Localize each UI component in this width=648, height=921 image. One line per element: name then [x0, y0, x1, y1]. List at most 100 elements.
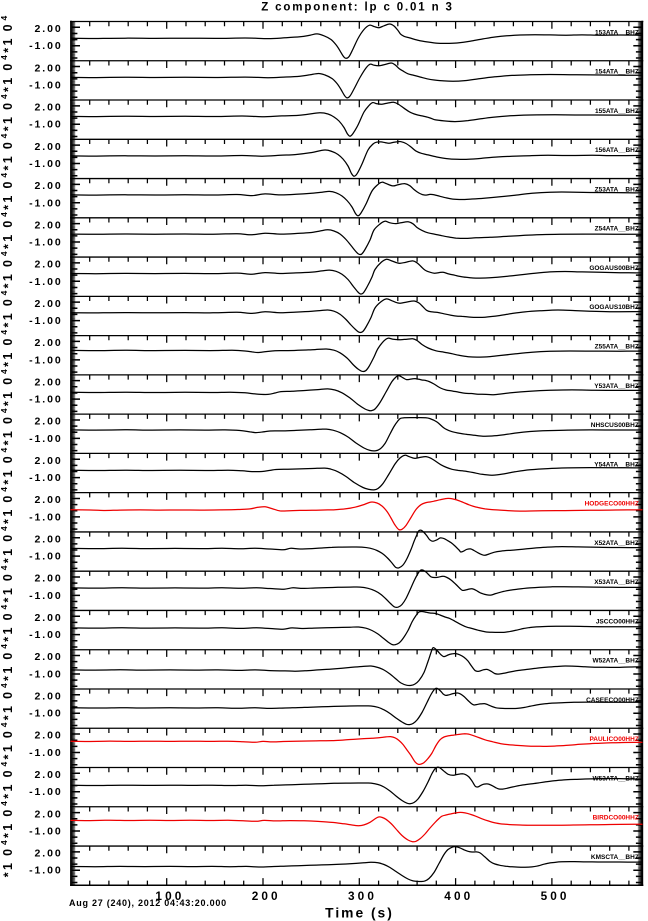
svg-text:JSCCO00HHZ: JSCCO00HHZ [596, 618, 639, 625]
svg-text:*: * [2, 323, 16, 328]
svg-text:400: 400 [444, 889, 473, 903]
svg-text:4: 4 [0, 526, 9, 531]
svg-text:*: * [2, 833, 16, 838]
svg-text:-1.00: -1.00 [29, 551, 62, 563]
svg-text:1: 1 [1, 117, 15, 124]
svg-text:*: * [2, 794, 16, 799]
svg-text:1: 1 [1, 392, 15, 399]
svg-text:0: 0 [1, 613, 15, 620]
svg-text:HODGECO00HHZ: HODGECO00HHZ [585, 501, 639, 508]
svg-text:*: * [2, 48, 16, 53]
svg-text:1: 1 [1, 627, 15, 634]
svg-text:0: 0 [1, 456, 15, 463]
svg-text:*: * [2, 205, 16, 210]
svg-text:*: * [2, 872, 16, 877]
svg-text:*: * [2, 558, 16, 563]
svg-text:4: 4 [0, 840, 9, 845]
svg-text:4: 4 [0, 330, 9, 335]
svg-text:-1.00: -1.00 [29, 786, 62, 798]
svg-text:-1.00: -1.00 [29, 865, 62, 877]
svg-text:0: 0 [1, 338, 15, 345]
svg-text:0: 0 [1, 496, 15, 503]
svg-text:0: 0 [1, 653, 15, 660]
svg-text:Time (s): Time (s) [325, 906, 394, 921]
svg-text:2.00: 2.00 [35, 848, 63, 860]
svg-text:0: 0 [1, 181, 15, 188]
svg-text:2.00: 2.00 [35, 455, 63, 467]
svg-text:0: 0 [1, 731, 15, 738]
svg-text:4: 4 [0, 173, 9, 178]
svg-text:1: 1 [1, 38, 15, 45]
svg-text:-1.00: -1.00 [29, 826, 62, 838]
svg-text:Z55ATA__BHZ: Z55ATA__BHZ [595, 344, 639, 351]
svg-text:0: 0 [1, 64, 15, 71]
svg-text:-1.00: -1.00 [29, 354, 62, 366]
svg-text:Y53ATA__BHZ: Y53ATA__BHZ [594, 383, 639, 390]
svg-text:*: * [2, 283, 16, 288]
svg-text:*: * [2, 637, 16, 642]
svg-text:4: 4 [0, 251, 9, 256]
svg-text:4: 4 [0, 605, 9, 610]
svg-text:4: 4 [0, 290, 9, 295]
svg-text:-1.00: -1.00 [29, 40, 62, 52]
svg-text:-1.00: -1.00 [29, 590, 62, 602]
svg-text:0: 0 [1, 692, 15, 699]
svg-text:*: * [2, 87, 16, 92]
svg-text:*: * [2, 362, 16, 367]
svg-text:2.00: 2.00 [35, 651, 63, 663]
svg-text:2.00: 2.00 [35, 416, 63, 428]
svg-text:GOGAUS00BHZ: GOGAUS00BHZ [589, 265, 639, 272]
svg-text:1: 1 [1, 196, 15, 203]
svg-text:2.00: 2.00 [35, 180, 63, 192]
svg-text:X52ATA__BHZ: X52ATA__BHZ [594, 540, 639, 547]
svg-text:Z component: lp c 0.01 n 3: Z component: lp c 0.01 n 3 [261, 1, 454, 13]
svg-text:-1.00: -1.00 [29, 433, 62, 445]
svg-text:-1.00: -1.00 [29, 747, 62, 759]
svg-text:4: 4 [0, 55, 9, 60]
svg-text:0: 0 [1, 103, 15, 110]
svg-text:*: * [2, 519, 16, 524]
svg-text:2.00: 2.00 [35, 730, 63, 742]
svg-text:1: 1 [1, 588, 15, 595]
svg-text:4: 4 [0, 94, 9, 99]
svg-text:1: 1 [1, 745, 15, 752]
svg-text:2.00: 2.00 [35, 219, 63, 231]
svg-text:2.00: 2.00 [35, 259, 63, 271]
svg-text:*: * [2, 597, 16, 602]
svg-text:*: * [2, 715, 16, 720]
svg-text:2.00: 2.00 [35, 808, 63, 820]
svg-text:2.00: 2.00 [35, 23, 63, 35]
svg-text:GOGAUS10BHZ: GOGAUS10BHZ [589, 304, 639, 311]
svg-text:1: 1 [1, 274, 15, 281]
svg-text:4: 4 [0, 644, 9, 649]
svg-text:4: 4 [0, 408, 9, 413]
svg-text:2.00: 2.00 [35, 691, 63, 703]
svg-text:-1.00: -1.00 [29, 80, 62, 92]
svg-text:300: 300 [348, 889, 377, 903]
svg-text:4: 4 [0, 722, 9, 727]
svg-text:4: 4 [0, 565, 9, 570]
svg-text:0: 0 [1, 142, 15, 149]
svg-text:1: 1 [1, 706, 15, 713]
svg-text:2.00: 2.00 [35, 376, 63, 388]
svg-text:2.00: 2.00 [35, 62, 63, 74]
svg-text:0: 0 [1, 221, 15, 228]
svg-text:0: 0 [1, 24, 15, 31]
svg-text:1: 1 [1, 863, 15, 870]
svg-text:-1.00: -1.00 [29, 237, 62, 249]
svg-text:-1.00: -1.00 [29, 708, 62, 720]
svg-text:1: 1 [1, 667, 15, 674]
svg-text:*: * [2, 126, 16, 131]
svg-text:1: 1 [1, 156, 15, 163]
svg-text:*: * [2, 754, 16, 759]
svg-text:0: 0 [1, 849, 15, 856]
svg-text:W52ATA__BHZ: W52ATA__BHZ [592, 658, 638, 665]
svg-text:-1.00: -1.00 [29, 197, 62, 209]
svg-text:4: 4 [0, 801, 9, 806]
svg-text:1: 1 [1, 235, 15, 242]
svg-text:-1.00: -1.00 [29, 158, 62, 170]
svg-text:4: 4 [0, 16, 9, 21]
svg-text:2.00: 2.00 [35, 298, 63, 310]
svg-text:1: 1 [1, 784, 15, 791]
svg-text:0: 0 [1, 417, 15, 424]
